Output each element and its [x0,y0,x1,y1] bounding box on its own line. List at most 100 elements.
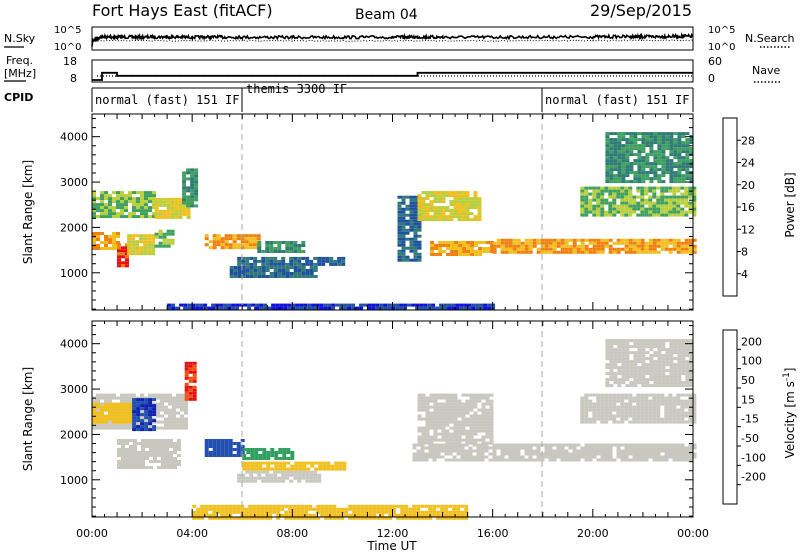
power-cell-9 [297,269,302,272]
vel-cell-11 [636,393,641,397]
power-cbar-tick-label: 12 [741,223,755,236]
power-cell-8 [301,244,306,247]
power-cell-1 [174,197,179,201]
power-cell-9 [281,266,286,269]
power-cell-1 [182,212,187,216]
vel-cbar-tick-label: 50 [741,374,755,387]
power-cell-16 [649,162,654,166]
vel-cell-9 [664,443,669,447]
power-cell-12 [457,206,462,210]
vel-cell-9 [428,446,433,450]
vel-cell-11 [644,396,649,400]
vel-cell-12 [621,339,626,343]
vel-cell-2 [144,428,149,432]
vel-cell-12 [621,375,626,379]
vel-cell-5 [204,445,209,448]
power-cell-1 [162,215,167,219]
power-cell-14 [512,241,517,245]
vel-cell-7 [285,476,290,480]
vel-cell-9 [524,449,529,453]
vel-cell-13 [364,507,369,511]
vel-cell-11 [632,408,637,412]
power-cell-14 [636,244,641,248]
vel-cell-11 [688,411,693,415]
power-cell-9 [253,275,258,278]
power-cell-12 [453,215,458,219]
power-cell-13 [490,241,495,244]
vel-cell-12 [641,348,646,352]
vel-cell-10 [421,393,426,397]
vel-cell-10 [469,441,474,445]
vel-cell-13 [272,510,277,514]
vel-cell-11 [656,417,661,421]
vel-cell-11 [600,414,605,418]
power-cell-15 [676,198,681,202]
vel-cell-1 [96,414,100,418]
vel-cell-9 [636,455,641,459]
vel-cell-9 [432,443,437,447]
vel-cell-4 [133,448,137,451]
power-cell-5 [135,234,140,238]
vel-cell-13 [384,510,389,514]
vel-cell-4 [129,463,133,466]
power-cell-17 [271,306,276,310]
vel-cell-10 [489,417,494,421]
power-cell-15 [580,201,585,205]
power-cell-0 [152,200,156,204]
vel-cell-12 [685,369,690,373]
vel-cell-10 [485,408,490,412]
power-cell-3 [92,241,96,244]
power-cell-9 [289,266,294,269]
power-cell-8 [289,250,294,253]
vel-cell-13 [360,516,365,520]
vel-cell-0 [176,423,180,427]
power-cell-15 [660,210,665,214]
power-cell-10 [301,262,306,266]
vel-cell-10 [473,399,478,403]
vel-cell-10 [425,438,430,442]
power-cell-9 [305,275,310,278]
vel-cell-9 [680,449,685,453]
vel-cell-9 [600,446,605,450]
power-cell-17 [303,303,308,307]
power-cell-14 [648,241,653,245]
vel-cell-13 [460,510,465,514]
vel-cell-9 [452,449,457,453]
vel-cell-11 [620,396,625,400]
power-cell-10 [317,259,322,263]
vel-cell-4 [157,439,161,442]
vel-cell-4 [157,448,161,451]
power-cell-7 [236,243,241,247]
vel-cell-11 [592,420,597,424]
vel-cell-9 [544,449,549,453]
vel-cell-10 [433,435,438,439]
vel-cell-8 [306,461,311,465]
freq-frame [91,59,694,83]
power-cell-7 [232,240,237,244]
vel-cell-9 [608,458,613,462]
vel-cell-4 [169,463,173,466]
vel-cell-2 [148,419,153,423]
power-cell-14 [656,250,661,254]
vel-cell-9 [508,449,513,453]
vel-cell-11 [672,396,677,400]
vel-cell-9 [524,443,529,447]
vel-cell-7 [249,473,254,477]
vel-cell-10 [457,435,462,439]
power-cell-10 [321,259,326,263]
vel-cell-11 [624,417,629,421]
power-cell-13 [458,244,463,247]
power-cell-7 [248,234,253,238]
vel-cell-11 [640,411,645,415]
power-cell-14 [632,244,637,248]
power-cell-15 [652,186,657,190]
vel-cell-12 [673,369,678,373]
power-cell-17 [347,306,352,310]
vel-cell-4 [129,451,133,454]
power-cell-16 [685,132,690,136]
power-cell-16 [637,156,642,160]
vel-cell-10 [449,417,454,421]
vel-cell-9 [432,455,437,459]
vel-cell-10 [417,417,422,421]
vel-cell-0 [184,411,188,415]
